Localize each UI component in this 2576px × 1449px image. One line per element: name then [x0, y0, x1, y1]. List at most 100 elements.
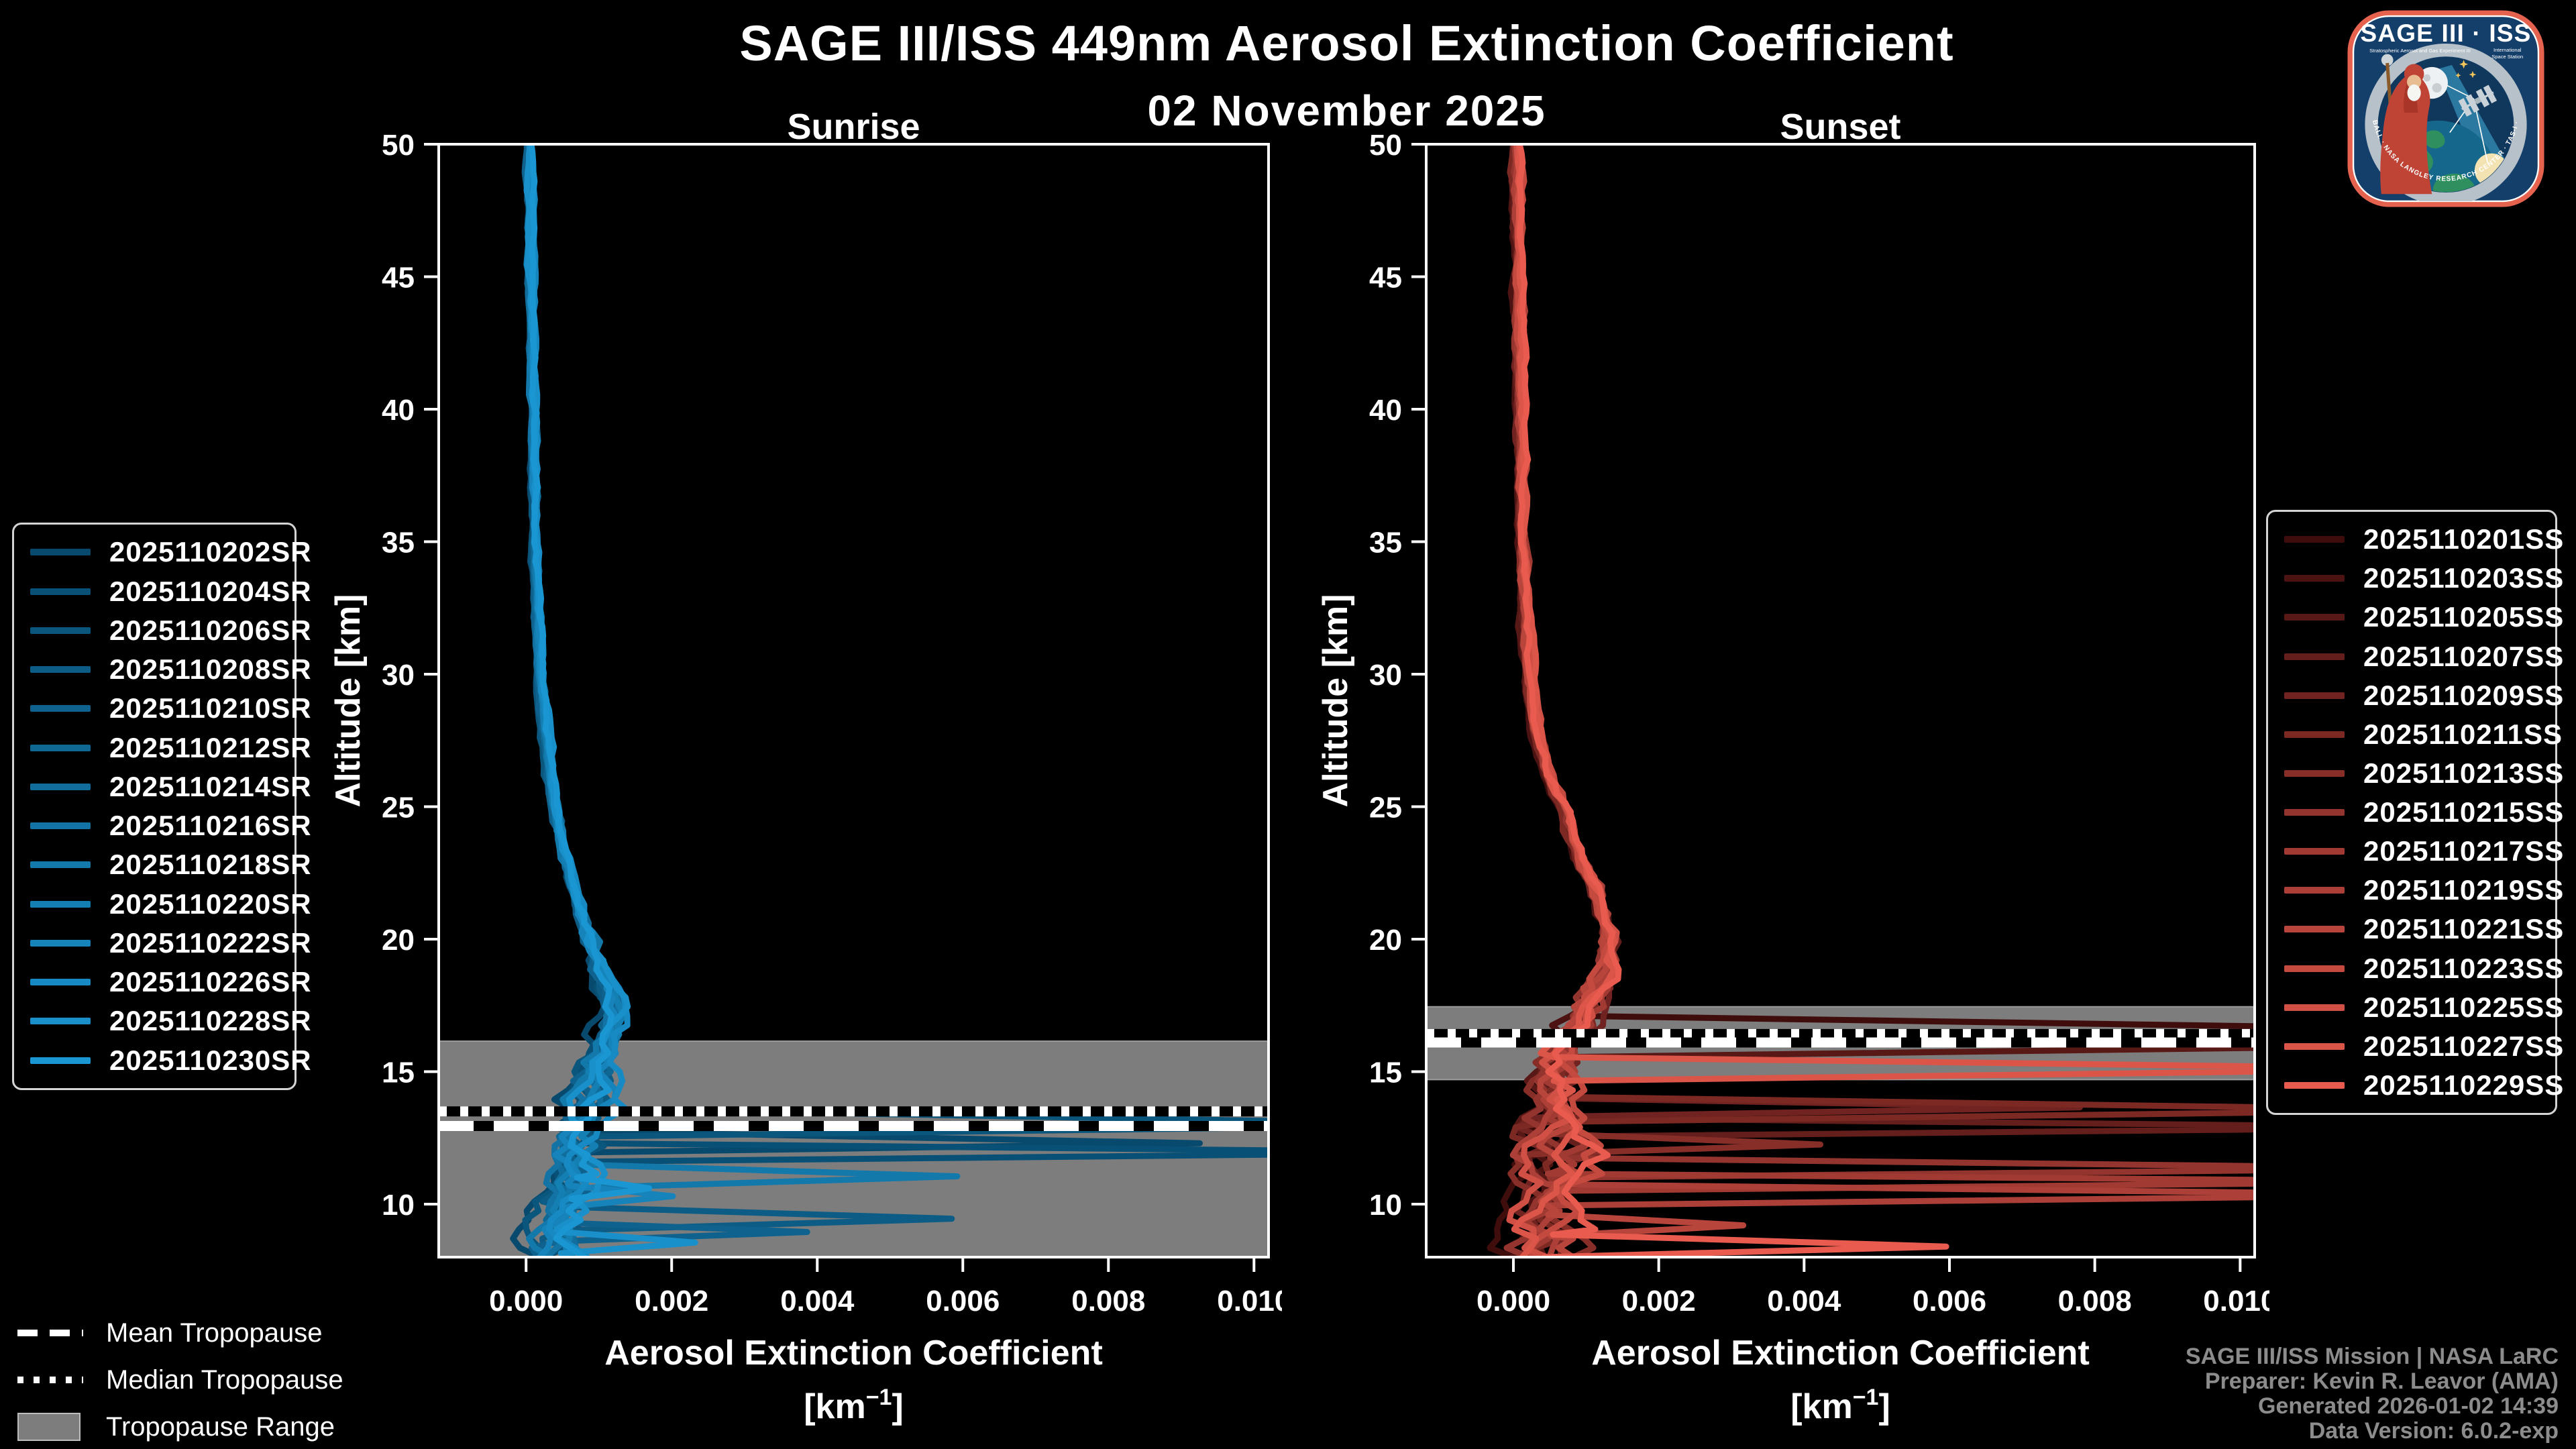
median-tropopause-label: Median Tropopause — [106, 1364, 343, 1395]
y-tick-label: 10 — [382, 1189, 415, 1222]
legend-label: 2025110217SS — [2363, 835, 2565, 867]
sunset-y-axis-label: Altitude [km] — [1316, 594, 1355, 808]
legend-item: 2025110215SS — [2268, 794, 2563, 830]
sunset-legend: 2025110201SS 2025110203SS 2025110205SS 2025… — [2266, 510, 2563, 1115]
legend-label: 2025110212SR — [109, 731, 312, 763]
legend-label: 2025110219SS — [2363, 874, 2565, 906]
legend-label: 2025110230SR — [109, 1044, 312, 1076]
legend-item: 2025110201SS — [2268, 521, 2563, 557]
legend-label: 2025110215SS — [2363, 796, 2565, 828]
legend-line-swatch — [2284, 536, 2345, 543]
tropopause-range-legend-item: Tropopause Range — [16, 1403, 445, 1449]
legend-line-swatch — [30, 900, 91, 908]
legend-line-swatch — [2284, 1042, 2345, 1050]
legend-line-swatch — [30, 666, 91, 674]
legend-item: 2025110222SR — [14, 925, 311, 961]
legend-item: 2025110229SS — [2268, 1067, 2563, 1104]
legend-item: 2025110214SR — [14, 769, 311, 805]
legend-line-swatch — [30, 783, 91, 790]
legend-item: 2025110210SR — [14, 690, 311, 727]
sage-iii-iss-mission-patch: BALL · NASA LANGLEY RESEARCH CENTER · TA… — [2347, 9, 2545, 208]
legend-line-swatch — [2284, 769, 2345, 777]
legend-label: 2025110228SR — [109, 1005, 312, 1037]
legend-item: 2025110223SS — [2268, 951, 2563, 987]
legend-label: 2025110226SR — [109, 966, 312, 998]
legend-item: 2025110219SS — [2268, 872, 2563, 908]
y-tick-label: 50 — [382, 131, 415, 162]
legend-label: 2025110201SS — [2363, 523, 2565, 555]
profile-line-2025110215SS — [1503, 144, 2255, 1257]
profile-line-2025110219SS — [1509, 144, 2255, 1257]
legend-line-swatch — [2284, 575, 2345, 582]
y-tick-label: 20 — [382, 924, 415, 957]
sunset-axes-frame — [1425, 143, 2256, 1258]
patch-sage-figure — [2380, 54, 2432, 195]
legend-label: 2025110229SS — [2363, 1069, 2565, 1101]
legend-item: 2025110216SR — [14, 808, 311, 844]
y-tick-label: 15 — [382, 1057, 415, 1089]
legend-label: 2025110207SS — [2363, 640, 2565, 672]
sunset-plot: 0.000 0.002 0.004 0.006 0.008 0.010 50 45 40 35 30… — [1309, 129, 2277, 1429]
page-subtitle: 02 November 2025 — [1147, 87, 1546, 135]
legend-label: 2025110220SR — [109, 888, 312, 920]
profile-line-2025110227SS — [1511, 144, 2255, 1257]
patch-light-beam — [2438, 64, 2506, 176]
profile-line-2025110229SS — [1516, 144, 1949, 1257]
legend-item: 2025110204SR — [14, 574, 311, 610]
x-tick-label: 0.008 — [2058, 1285, 2132, 1318]
legend-item: 2025110230SR — [14, 1042, 311, 1079]
y-tick-label: 25 — [382, 792, 415, 824]
patch-orbit-ring — [2365, 44, 2527, 201]
legend-item: 2025110225SS — [2268, 989, 2563, 1026]
legend-label: 2025110222SR — [109, 926, 312, 959]
legend-label: 2025110204SR — [109, 575, 312, 607]
legend-line-swatch — [2284, 965, 2345, 972]
y-tick-label: 50 — [1369, 131, 1402, 162]
profile-line-2025110207SS — [1508, 144, 2255, 1257]
legend-item: 2025110208SR — [14, 651, 311, 688]
y-tick-label: 35 — [382, 527, 415, 559]
profile-line-2025110209SS — [1509, 144, 2083, 1257]
sunrise-profile-curves — [510, 144, 1269, 1257]
legend-item: 2025110202SR — [14, 534, 311, 570]
legend-label: 2025110227SS — [2363, 1030, 2565, 1062]
legend-line-swatch — [30, 1018, 91, 1025]
legend-line-swatch — [2284, 1004, 2345, 1011]
legend-line-swatch — [30, 549, 91, 556]
sunrise-tick-labels: 0.000 0.002 0.004 0.006 0.008 0.010 50 45 40 35 30… — [382, 129, 1291, 1318]
sunset-tick-labels: 0.000 0.002 0.004 0.006 0.008 0.010 50 45 40 35 30… — [1369, 129, 2277, 1318]
x-tick-label: 0.002 — [635, 1285, 708, 1318]
legend-label: 2025110214SR — [109, 770, 312, 802]
profile-line-2025110211SS — [1507, 144, 2255, 1257]
legend-item: 2025110221SS — [2268, 911, 2563, 947]
legend-line-swatch — [30, 939, 91, 947]
patch-subtitle-right-2: Space Station — [2491, 54, 2523, 60]
patch-subtitle-left: Stratospheric Aerosol and Gas Experiment… — [2369, 48, 2471, 54]
legend-item: 2025110203SS — [2268, 560, 2563, 596]
sunrise-x-axis-unit: [km−1] — [804, 1385, 904, 1426]
legend-line-swatch — [30, 1057, 91, 1064]
legend-label: 2025110213SS — [2363, 757, 2565, 789]
legend-item: 2025110218SR — [14, 847, 311, 883]
x-tick-label: 0.004 — [1767, 1285, 1841, 1318]
x-tick-label: 0.010 — [1217, 1285, 1282, 1318]
tropopause-range-swatch — [16, 1411, 90, 1442]
y-tick-label: 10 — [1369, 1189, 1402, 1222]
sunrise-y-axis-label: Altitude [km] — [329, 594, 368, 808]
legend-item: 2025110226SR — [14, 964, 311, 1000]
legend-label: 2025110221SS — [2363, 913, 2565, 945]
x-tick-label: 0.004 — [780, 1285, 855, 1318]
patch-subtitle-right-1: International — [2493, 47, 2522, 53]
profile-line-2025110230SR — [528, 144, 653, 1257]
y-tick-label: 30 — [1369, 659, 1402, 692]
mean-tropopause-legend-item: Mean Tropopause — [16, 1309, 445, 1356]
profile-line-2025110205SS — [1509, 144, 2255, 1257]
sunset-x-axis-label: Aerosol Extinction Coefficient — [1591, 1334, 2090, 1373]
patch-title: SAGE III · ISS — [2360, 19, 2531, 47]
legend-item: 2025110212SR — [14, 730, 311, 766]
legend-item: 2025110211SS — [2268, 716, 2562, 753]
legend-label: 2025110211SS — [2363, 718, 2563, 750]
legend-label: 2025110218SR — [109, 849, 312, 881]
legend-line-swatch — [2284, 809, 2345, 816]
legend-label: 2025110203SS — [2363, 562, 2565, 594]
